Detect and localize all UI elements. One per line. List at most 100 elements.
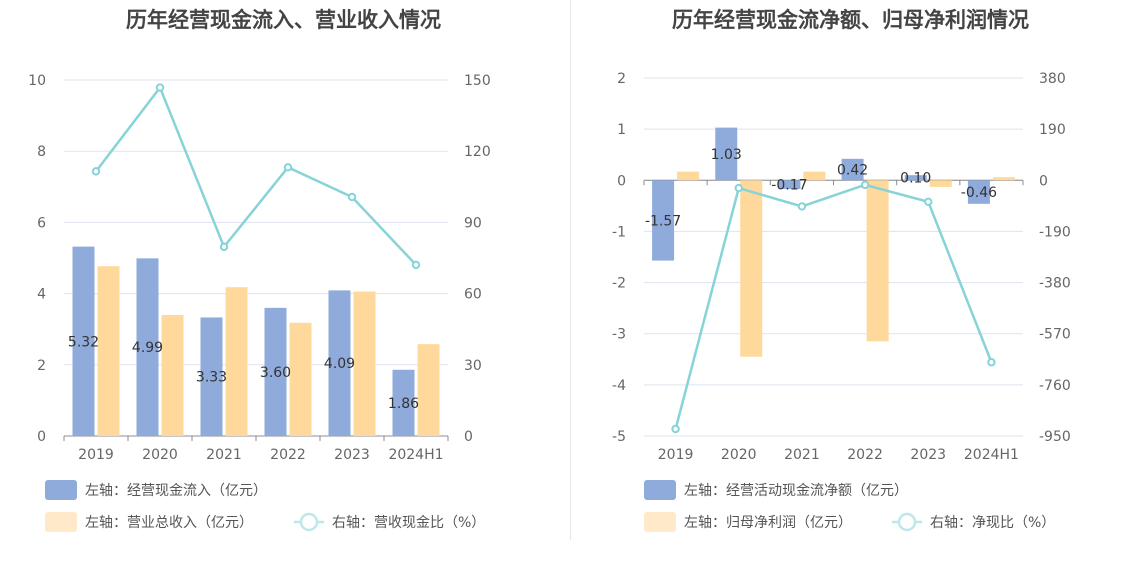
- right-bar-b: [866, 180, 889, 342]
- left-x-tick-label: 2019: [78, 447, 114, 463]
- right-line-point: [797, 202, 807, 211]
- left-x-tick-label: 2020: [142, 447, 178, 463]
- right-x-tick-label: 2024H1: [964, 447, 1019, 463]
- right-bar-a: [715, 127, 738, 181]
- chart-title-right: 历年经营现金流净额、归母净利润情况: [672, 8, 1029, 32]
- right-legend-swatch: [644, 512, 676, 532]
- left-bar-data-label: 4.99: [132, 340, 163, 356]
- left-bar-b: [289, 322, 312, 436]
- right-x-tick-label: 2021: [784, 447, 820, 463]
- right-legend-swatch: [644, 480, 676, 500]
- right-left-tick-label: -4: [612, 378, 626, 394]
- right-left-tick-label: -5: [612, 429, 626, 445]
- left-x-tick-label: 2023: [334, 447, 370, 463]
- right-line-point: [924, 197, 933, 207]
- right-line-point: [987, 358, 996, 367]
- right-bar-b: [929, 180, 952, 187]
- right-bar-data-label: -0.17: [771, 178, 807, 194]
- chart-title-left: 历年经营现金流入、营业收入情况: [126, 8, 441, 32]
- left-line-point: [347, 192, 357, 202]
- left-bar-a: [264, 307, 287, 436]
- left-left-tick-label: 2: [37, 358, 46, 374]
- left-right-tick-label: 60: [464, 287, 482, 303]
- left-bar-data-label: 3.33: [196, 370, 227, 386]
- left-right-tick-label: 30: [464, 358, 482, 374]
- right-bar-data-label: 1.03: [711, 147, 742, 163]
- left-legend-label: 左轴：营业总收入（亿元）: [85, 515, 253, 531]
- right-x-tick-label: 2022: [847, 447, 883, 463]
- right-right-tick-label: 0: [1039, 173, 1048, 189]
- chart-left-svg: 0 2 4 6 8 10 0 30 60 90 120 150 2019 2020 2021 2022 2023…: [28, 73, 491, 532]
- left-left-tick-label: 4: [37, 287, 46, 303]
- left-x-tick-label: 2021: [206, 447, 242, 463]
- right-legend-line-marker: [897, 512, 917, 532]
- left-legend-label: 左轴：经营现金流入（亿元）: [85, 483, 267, 499]
- left-legend-label: 右轴：营收现金比（%）: [332, 515, 485, 531]
- left-legend-swatch: [45, 512, 77, 532]
- right-line-point: [734, 183, 743, 193]
- left-line-point: [155, 83, 165, 92]
- right-bar-b: [803, 171, 826, 181]
- right-left-tick-label: 2: [617, 71, 626, 87]
- right-x-tick-label: 2019: [658, 447, 694, 463]
- right-bar-b: [992, 177, 1015, 181]
- right-bar-data-label: 0.42: [837, 163, 868, 179]
- right-right-tick-label: 190: [1039, 122, 1066, 138]
- right-bar-data-label: -1.57: [645, 213, 681, 229]
- left-bar-data-label: 4.09: [324, 356, 355, 372]
- right-bar-a: [841, 158, 864, 181]
- right-x-tick-label: 2020: [721, 447, 757, 463]
- right-bar-a: [778, 180, 801, 189]
- right-left-tick-label: -1: [612, 224, 626, 240]
- right-bar-data-label: 0.10: [900, 171, 931, 187]
- left-bar-a: [136, 258, 159, 436]
- left-bar-data-label: 3.60: [260, 365, 291, 381]
- left-bar-a: [328, 290, 351, 436]
- left-bar-b: [417, 344, 440, 436]
- right-left-tick-label: -2: [612, 276, 626, 292]
- right-bar-a: [652, 180, 675, 261]
- right-right-tick-label: -570: [1039, 327, 1071, 343]
- left-legend-swatch: [45, 480, 77, 500]
- left-right-tick-label: 0: [464, 429, 473, 445]
- right-x-tick-label: 2023: [910, 447, 946, 463]
- right-legend-label: 右轴：净现比（%）: [930, 515, 1055, 531]
- right-right-tick-label: -380: [1039, 276, 1071, 292]
- left-line-series: [95, 85, 417, 266]
- right-right-tick-label: -190: [1039, 224, 1071, 240]
- left-left-tick-label: 10: [28, 73, 46, 89]
- left-bar-b: [225, 287, 248, 436]
- right-legend-label: 左轴：归母净利润（亿元）: [684, 514, 852, 531]
- left-bar-b: [161, 314, 184, 436]
- left-legend-line-marker: [299, 512, 319, 532]
- right-line-point: [671, 424, 680, 434]
- right-bar-b: [740, 180, 763, 357]
- right-right-tick-label: -950: [1039, 429, 1071, 445]
- right-left-tick-label: -3: [612, 327, 626, 343]
- right-left-tick-label: 1: [617, 122, 626, 138]
- left-line-point: [219, 242, 229, 252]
- left-bar-a: [72, 246, 95, 436]
- right-line-point: [860, 180, 870, 190]
- left-right-tick-label: 150: [464, 73, 491, 89]
- left-bar-b: [353, 291, 376, 436]
- right-legend-label: 左轴：经营活动现金流净额（亿元）: [684, 483, 908, 499]
- chart-right-svg: -5 -4 -3 -2 -1 0 1 2 -950 -760 -570 -380 -190 0 190 380…: [612, 71, 1071, 532]
- chart-panel-left: 历年经营现金流入、营业收入情况 0 2 4 6 8 10 0 30 60 90 120 150 2019…: [28, 8, 491, 532]
- left-right-tick-label: 120: [464, 144, 491, 160]
- right-bar-a: [904, 175, 927, 181]
- left-right-tick-label: 90: [464, 215, 482, 231]
- right-bar-a: [967, 180, 990, 204]
- left-left-tick-label: 8: [37, 144, 46, 160]
- right-right-tick-label: 380: [1039, 71, 1066, 87]
- right-right-tick-label: -760: [1039, 378, 1071, 394]
- left-bar-data-label: 5.32: [68, 334, 99, 350]
- left-bar-a: [200, 317, 223, 436]
- right-bar-b: [677, 171, 700, 181]
- left-line-point: [91, 167, 101, 176]
- left-left-tick-label: 6: [37, 215, 46, 231]
- right-bar-data-label: -0.46: [961, 185, 997, 201]
- left-x-tick-label: 2022: [270, 447, 306, 463]
- left-bar-data-label: 1.86: [388, 396, 419, 412]
- left-bar-a: [392, 369, 415, 436]
